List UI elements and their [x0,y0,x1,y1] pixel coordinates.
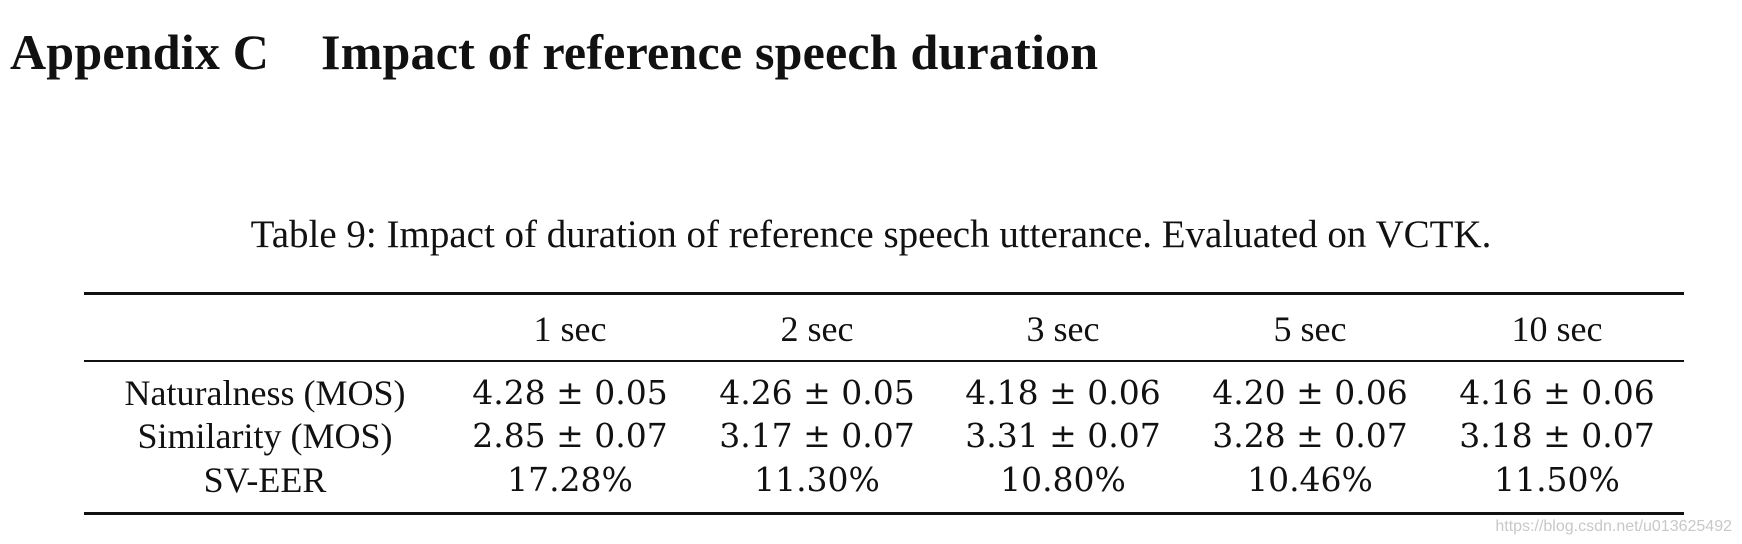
row-label-similarity: Similarity (MOS) [137,416,393,456]
table-cell: 3.28 ± 0.07 [1212,416,1408,455]
table-bottom-rule [84,512,1684,515]
table-cell: 3.18 ± 0.07 [1459,416,1655,455]
table-header-rule [84,360,1684,362]
table-cell: 11.30% [754,460,880,499]
table-caption: Table 9: Impact of duration of reference… [250,213,1492,256]
table-cell: 4.26 ± 0.05 [719,373,915,412]
table-cell: 4.16 ± 0.06 [1459,373,1655,412]
table-cell: 2.85 ± 0.07 [472,416,668,455]
column-header-5-sec: 5 sec [1273,309,1347,349]
table-top-rule [84,292,1684,295]
watermark: https://blog.csdn.net/u013625492 [1495,518,1732,535]
table-cell: 10.46% [1247,460,1373,499]
table-cell: 17.28% [507,460,633,499]
column-header-10-sec: 10 sec [1511,309,1603,349]
table-cell: 4.20 ± 0.06 [1212,373,1408,412]
table-cell: 10.80% [1000,460,1126,499]
column-header-3-sec: 3 sec [1026,309,1100,349]
section-heading: Appendix C Impact of reference speech dur… [10,22,1098,82]
column-header-2-sec: 2 sec [780,309,854,349]
table-cell: 3.31 ± 0.07 [965,416,1161,455]
table-cell: 11.50% [1494,460,1620,499]
section-number: Appendix C [10,24,270,80]
section-title: Impact of reference speech duration [321,24,1099,80]
table-cell: 4.28 ± 0.05 [472,373,668,412]
table-cell: 3.17 ± 0.07 [719,416,915,455]
column-header-1-sec: 1 sec [533,309,607,349]
table-cell: 4.18 ± 0.06 [965,373,1161,412]
row-label-sv-eer: SV-EER [203,460,327,500]
row-label-naturalness: Naturalness (MOS) [124,373,406,413]
